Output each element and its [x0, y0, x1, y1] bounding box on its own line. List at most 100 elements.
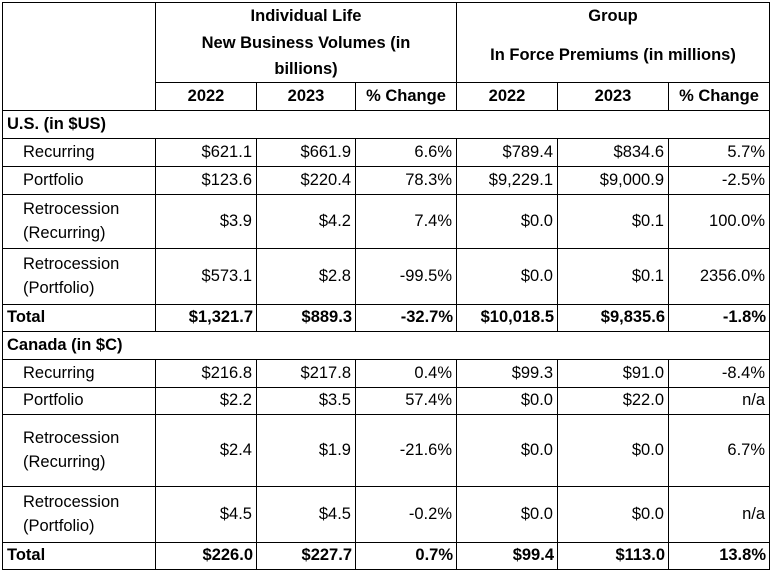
table-row: Retrocession (Portfolio) $4.5 $4.5 -0.2%… [2, 485, 770, 543]
row-label: Portfolio [2, 165, 156, 195]
total-row-canada: Total $226.0 $227.7 0.7% $99.4 $113.0 13… [2, 541, 770, 570]
cell-value: -0.2% [355, 485, 457, 543]
group-heading: Group [456, 2, 770, 30]
col-header-ind-change: % Change [355, 81, 457, 111]
header-row-2: New Business Volumes (in billions) In Fo… [3, 29, 770, 83]
total-value: 0.7% [355, 541, 457, 570]
cell-value: -99.5% [355, 247, 457, 305]
row-label-line1: Retrocession [23, 493, 120, 511]
cell-value: 0.4% [355, 358, 457, 388]
table-row: Retrocession (Portfolio) $573.1 $2.8 -99… [2, 247, 770, 305]
cell-value: $661.9 [256, 137, 356, 167]
cell-value: -8.4% [668, 358, 770, 388]
cell-value: $834.6 [557, 137, 669, 167]
col-header-grp-2023: 2023 [557, 81, 669, 111]
cell-value: $0.0 [557, 413, 669, 487]
individual-subheading-line1: New Business Volumes (in [201, 33, 411, 52]
table-row: Retrocession (Recurring) $3.9 $4.2 7.4% … [2, 193, 770, 249]
table-row: Portfolio $2.2 $3.5 57.4% $0.0 $22.0 n/a [2, 386, 770, 415]
total-value: 13.8% [668, 541, 770, 570]
row-label: Retrocession (Recurring) [2, 413, 156, 487]
cell-value: $3.5 [256, 386, 356, 415]
cell-value: $123.6 [155, 165, 257, 195]
total-value: -32.7% [355, 303, 457, 332]
total-row-us: Total $1,321.7 $889.3 -32.7% $10,018.5 $… [2, 303, 770, 332]
table-row: Recurring $621.1 $661.9 6.6% $789.4 $834… [2, 137, 770, 167]
total-value: $10,018.5 [456, 303, 558, 332]
cell-value: $2.2 [155, 386, 257, 415]
col-header-grp-2022: 2022 [456, 81, 558, 111]
row-label: Retrocession (Portfolio) [2, 247, 156, 305]
total-label: Total [2, 541, 156, 570]
row-label: Portfolio [2, 386, 156, 415]
cell-value: $217.8 [256, 358, 356, 388]
header-row-1: Individual Life Group [2, 2, 770, 111]
row-label-line1: Retrocession [23, 255, 120, 273]
total-value: $1,321.7 [155, 303, 257, 332]
cell-value: -21.6% [355, 413, 457, 487]
section-row-canada: Canada (in $C) [2, 330, 770, 360]
row-label-line2: (Portfolio) [23, 279, 95, 297]
group-subheading: In Force Premiums (in millions) [456, 29, 770, 83]
cell-value: $2.8 [256, 247, 356, 305]
cell-value: $0.0 [557, 485, 669, 543]
cell-value: $220.4 [256, 165, 356, 195]
cell-value: n/a [668, 485, 770, 543]
row-label-line1: Retrocession [23, 200, 120, 218]
cell-value: 5.7% [668, 137, 770, 167]
total-value: $889.3 [256, 303, 356, 332]
row-label: Retrocession (Recurring) [2, 193, 156, 249]
total-label: Total [2, 303, 156, 332]
cell-value: $0.0 [456, 485, 558, 543]
cell-value: 2356.0% [668, 247, 770, 305]
individual-subheading-line2: billions) [274, 59, 338, 78]
cell-value: $4.5 [155, 485, 257, 543]
cell-value: n/a [668, 386, 770, 415]
individual-life-heading: Individual Life [155, 2, 457, 30]
total-value: $226.0 [155, 541, 257, 570]
row-label-line2: (Recurring) [23, 224, 106, 242]
total-value: -1.8% [668, 303, 770, 332]
cell-value: $0.0 [456, 247, 558, 305]
cell-value: $789.4 [456, 137, 558, 167]
row-label: Retrocession (Portfolio) [2, 485, 156, 543]
cell-value: $216.8 [155, 358, 257, 388]
table-row: Retrocession (Recurring) $2.4 $1.9 -21.6… [2, 413, 770, 487]
col-header-ind-2023: 2023 [256, 81, 356, 111]
cell-value: $0.0 [456, 193, 558, 249]
cell-value: 6.7% [668, 413, 770, 487]
cell-value: $4.2 [256, 193, 356, 249]
table-row: Portfolio $123.6 $220.4 78.3% $9,229.1 $… [2, 165, 770, 195]
cell-value: $22.0 [557, 386, 669, 415]
individual-life-subheading: New Business Volumes (in billions) [155, 29, 457, 83]
row-label-line1: Retrocession [23, 429, 120, 447]
total-value: $113.0 [557, 541, 669, 570]
cell-value: $0.1 [557, 247, 669, 305]
col-header-ind-2022: 2022 [155, 81, 257, 111]
col-header-grp-change: % Change [668, 81, 770, 111]
row-label-line2: (Recurring) [23, 453, 106, 471]
cell-value: $0.1 [557, 193, 669, 249]
section-heading-canada: Canada (in $C) [2, 330, 770, 360]
cell-value: $0.0 [456, 413, 558, 487]
cell-value: 100.0% [668, 193, 770, 249]
cell-value: $573.1 [155, 247, 257, 305]
cell-value: $1.9 [256, 413, 356, 487]
cell-value: -2.5% [668, 165, 770, 195]
cell-value: $4.5 [256, 485, 356, 543]
cell-value: $3.9 [155, 193, 257, 249]
cell-value: 78.3% [355, 165, 457, 195]
cell-value: $0.0 [456, 386, 558, 415]
row-label: Recurring [2, 358, 156, 388]
corner-cell [2, 2, 156, 111]
cell-value: 7.4% [355, 193, 457, 249]
cell-value: 6.6% [355, 137, 457, 167]
total-value: $227.7 [256, 541, 356, 570]
cell-value: $9,229.1 [456, 165, 558, 195]
cell-value: $9,000.9 [557, 165, 669, 195]
section-row-us: U.S. (in $US) [2, 109, 770, 139]
cell-value: $99.3 [456, 358, 558, 388]
row-label: Recurring [2, 137, 156, 167]
total-value: $99.4 [456, 541, 558, 570]
